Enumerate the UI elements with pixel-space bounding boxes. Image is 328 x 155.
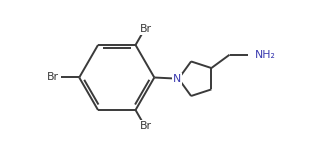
Text: NH₂: NH₂: [255, 50, 276, 60]
Text: Br: Br: [140, 24, 152, 34]
Text: Br: Br: [47, 73, 59, 82]
Text: N: N: [173, 74, 181, 84]
Text: Br: Br: [140, 121, 152, 131]
